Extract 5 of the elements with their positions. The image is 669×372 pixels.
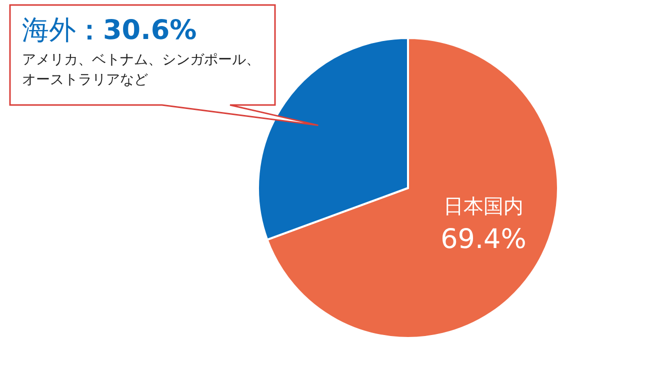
text: アメリカ、ベトナム、シンガポール、オーストラリアなど — [22, 51, 261, 90]
data-label: ：30.6% — [76, 15, 197, 46]
slice-label: 海外 — [22, 15, 76, 46]
data-label: 69.4% — [440, 224, 528, 255]
slice-label: 日本国内 — [442, 192, 524, 220]
